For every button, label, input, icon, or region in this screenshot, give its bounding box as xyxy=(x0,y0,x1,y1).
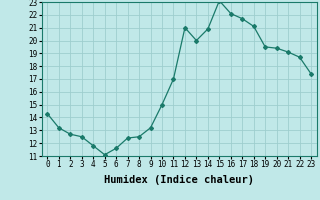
X-axis label: Humidex (Indice chaleur): Humidex (Indice chaleur) xyxy=(104,175,254,185)
